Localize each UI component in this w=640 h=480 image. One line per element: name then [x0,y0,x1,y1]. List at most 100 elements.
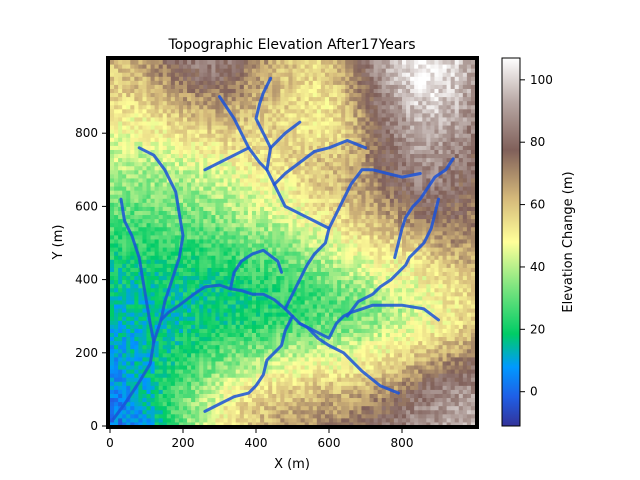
heatmap-cell [280,369,285,374]
heatmap-cell [211,352,216,358]
heatmap-cell [114,352,119,358]
heatmap-cell [393,206,399,211]
heatmap-cell [154,238,160,244]
heatmap-cell [361,397,366,403]
heatmap-cell [150,324,156,329]
heatmap-cell [118,308,123,313]
heatmap-cell [251,287,257,293]
heatmap-cell [178,267,184,272]
heatmap-cell [296,243,302,248]
heatmap-cell [418,328,423,333]
heatmap-cell [183,417,188,423]
heatmap-cell [393,360,399,366]
heatmap-cell [170,283,176,289]
heatmap-cell [414,365,419,370]
heatmap-cell [247,247,253,252]
heatmap-cell [422,275,427,281]
heatmap-cell [247,287,253,293]
heatmap-cell [122,336,127,342]
heatmap-cell [426,267,431,272]
heatmap-cell [438,206,444,211]
heatmap-cell [450,210,456,216]
heatmap-cell [260,393,265,399]
heatmap-cell [199,275,204,281]
heatmap-cell [268,226,273,232]
heatmap-cell [316,377,322,382]
heatmap-cell [345,365,350,370]
heatmap-cell [316,308,322,313]
heatmap-cell [373,340,379,346]
heatmap-cell [158,267,164,272]
heatmap-cell [316,324,322,329]
heatmap-cell [312,238,318,244]
heatmap-cell [134,312,139,317]
heatmap-cell [227,210,233,216]
heatmap-cell [430,413,435,419]
heatmap-cell [158,421,164,426]
heatmap-cell [470,397,475,403]
heatmap-cell [418,287,423,293]
heatmap-cell [231,279,237,285]
heatmap-cell [178,279,184,285]
heatmap-cell [178,409,184,415]
heatmap-cell [442,385,448,390]
heatmap-cell [207,243,212,248]
heatmap-cell [183,324,188,329]
heatmap-cell [251,222,257,228]
heatmap-cell [434,218,439,224]
heatmap-cell [158,279,164,285]
heatmap-cell [187,312,192,317]
heatmap-cell [316,255,322,260]
heatmap-cell [260,210,265,216]
heatmap-cell [414,234,419,240]
heatmap-cell [454,389,460,394]
heatmap-cell [227,373,233,378]
heatmap-cell [320,417,326,423]
heatmap-cell [178,332,184,338]
heatmap-cell [365,340,371,346]
heatmap-cell [126,259,131,264]
heatmap-cell [191,377,196,382]
heatmap-cell [442,356,448,362]
heatmap-cell [296,222,302,228]
heatmap-cell [215,324,220,329]
heatmap-cell [154,230,160,236]
heatmap-cell [118,275,123,281]
heatmap-cell [466,385,472,390]
heatmap-cell [260,413,265,419]
heatmap-cell [195,222,200,228]
heatmap-cell [292,251,298,256]
heatmap-cell [223,421,229,426]
heatmap-cell [385,381,391,386]
heatmap-cell [126,238,131,244]
heatmap-cell [458,299,464,305]
heatmap-cell [414,279,419,285]
heatmap-cell [345,299,350,305]
heatmap-cell [260,263,265,268]
heatmap-cell [142,365,147,370]
heatmap-cell [426,210,431,216]
heatmap-cell [203,312,208,317]
heatmap-cell [142,328,147,333]
heatmap-cell [454,271,460,277]
heatmap-cell [122,393,127,399]
heatmap-cell [446,312,452,317]
heatmap-cell [381,397,387,403]
heatmap-cell [256,348,261,354]
heatmap-cell [316,263,322,268]
heatmap-cell [329,409,334,415]
heatmap-cell [191,348,196,354]
heatmap-cell [422,421,427,426]
heatmap-cell [402,308,407,313]
heatmap-cell [170,336,176,342]
heatmap-cell [434,417,439,423]
heatmap-cell [357,247,362,252]
heatmap-cell [130,356,135,362]
heatmap-cell [353,316,358,321]
heatmap-cell [341,222,346,228]
heatmap-cell [304,405,310,411]
heatmap-cell [126,385,131,390]
heatmap-cell [126,340,131,346]
heatmap-cell [170,210,176,216]
heatmap-cell [300,210,306,216]
